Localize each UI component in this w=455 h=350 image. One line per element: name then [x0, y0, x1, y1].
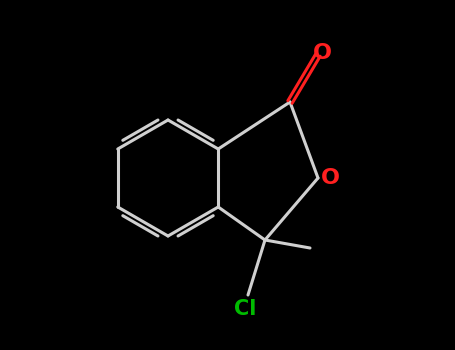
Text: O: O	[320, 168, 339, 188]
Text: Cl: Cl	[234, 299, 256, 319]
Text: O: O	[313, 43, 332, 63]
